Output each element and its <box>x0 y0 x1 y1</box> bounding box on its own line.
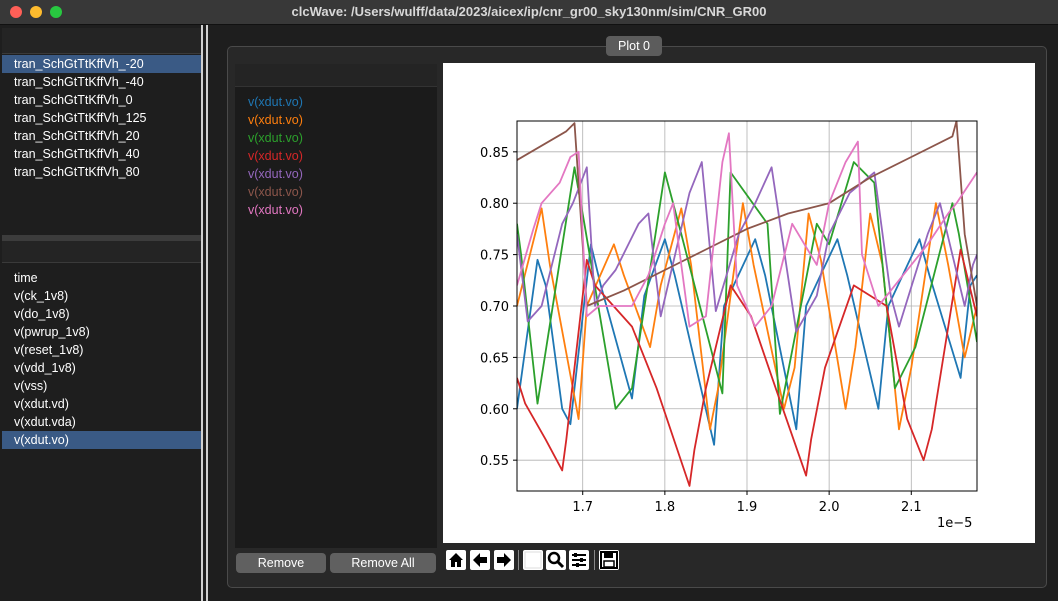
signal-list-header <box>235 64 437 87</box>
simulation-item[interactable]: tran_SchGtTtKffVh_20 <box>14 129 140 143</box>
pan-icon[interactable] <box>523 550 543 570</box>
y-tick-label: 0.55 <box>480 454 509 469</box>
simulation-item[interactable]: tran_SchGtTtKffVh_125 <box>14 111 147 125</box>
x-tick-label: 2.1 <box>901 500 922 515</box>
series-layer <box>517 121 977 487</box>
waveform-item[interactable]: v(pwrup_1v8) <box>14 325 90 339</box>
y-tick-label: 0.80 <box>480 197 509 212</box>
signal-item[interactable]: v(xdut.vo) <box>248 113 303 127</box>
waveform-item[interactable]: v(ck_1v8) <box>14 289 69 303</box>
y-tick-label: 0.85 <box>480 146 509 161</box>
signal-item[interactable]: v(xdut.vo) <box>248 203 303 217</box>
signal-item[interactable]: v(xdut.vo) <box>248 95 303 109</box>
home-icon[interactable] <box>446 550 466 570</box>
simulation-item[interactable]: tran_SchGtTtKffVh_40 <box>14 147 140 161</box>
x-tick-label: 1.9 <box>737 500 758 515</box>
series-line <box>517 248 977 487</box>
zoom-icon[interactable] <box>546 550 566 570</box>
y-tick-label: 0.70 <box>480 300 509 315</box>
window-title: clcWave: /Users/wulff/data/2023/aicex/ip… <box>291 4 767 19</box>
signal-item[interactable]: v(xdut.vo) <box>248 167 303 181</box>
series-line <box>517 161 977 333</box>
x-tick-label: 2.0 <box>819 500 840 515</box>
simulation-item[interactable]: tran_SchGtTtKffVh_-40 <box>14 75 144 89</box>
close-window-button[interactable] <box>10 6 22 18</box>
x-scale-label: 1e−5 <box>937 516 972 531</box>
y-tick-label: 0.65 <box>480 351 509 366</box>
minimize-window-button[interactable] <box>30 6 42 18</box>
signal-item[interactable]: v(xdut.vo) <box>248 149 303 163</box>
waveform-chart[interactable]: 1.7 1.8 1.9 2.0 2.1 0.55 0.60 0.65 0.70 0.75 0.80 0… <box>443 63 1035 543</box>
simulation-item[interactable]: tran_SchGtTtKffVh_-20 <box>2 55 201 73</box>
axis-ticks: 1.7 1.8 1.9 2.0 2.1 0.55 0.60 0.65 0.70 0.75 0.80 0… <box>480 146 922 515</box>
tab-plot-0[interactable]: Plot 0 <box>606 36 662 56</box>
vertical-divider[interactable] <box>201 25 203 601</box>
y-tick-label: 0.75 <box>480 249 509 264</box>
plot-canvas[interactable]: 1.7 1.8 1.9 2.0 2.1 0.55 0.60 0.65 0.70 0.75 0.80 0… <box>443 63 1035 543</box>
x-tick-label: 1.8 <box>655 500 676 515</box>
waveform-item[interactable]: v(vss) <box>14 379 48 393</box>
waveform-item[interactable]: v(reset_1v8) <box>14 343 84 357</box>
toolbar-separator <box>518 550 519 570</box>
simulation-list-header <box>2 28 201 54</box>
y-tick-label: 0.60 <box>480 403 509 418</box>
remove-button[interactable]: Remove <box>236 553 326 573</box>
window-titlebar: clcWave: /Users/wulff/data/2023/aicex/ip… <box>0 0 1058 25</box>
maximize-window-button[interactable] <box>50 6 62 18</box>
vertical-divider[interactable] <box>206 25 208 601</box>
waveform-item[interactable]: v(do_1v8) <box>14 307 70 321</box>
waveform-item[interactable]: v(xdut.vo) <box>2 431 201 449</box>
signal-item[interactable]: v(xdut.vo) <box>248 131 303 145</box>
waveform-list-header <box>2 241 201 263</box>
waveform-item[interactable]: v(vdd_1v8) <box>14 361 76 375</box>
forward-arrow-icon[interactable] <box>494 550 514 570</box>
simulation-list[interactable]: tran_SchGtTtKffVh_-20 tran_SchGtTtKffVh_… <box>2 55 201 235</box>
toolbar-separator <box>594 550 595 570</box>
left-panel: tran_SchGtTtKffVh_-20 tran_SchGtTtKffVh_… <box>0 25 201 601</box>
series-line <box>517 121 977 307</box>
plotted-signal-list[interactable]: v(xdut.vo) v(xdut.vo) v(xdut.vo) v(xdut.… <box>235 64 437 548</box>
simulation-item[interactable]: tran_SchGtTtKffVh_0 <box>14 93 133 107</box>
signal-item[interactable]: v(xdut.vo) <box>248 185 303 199</box>
remove-all-button[interactable]: Remove All <box>330 553 436 573</box>
waveform-item[interactable]: v(xdut.vda) <box>14 415 76 429</box>
x-tick-label: 1.7 <box>572 500 593 515</box>
panel-splitter[interactable] <box>2 235 201 241</box>
series-line <box>517 202 977 431</box>
waveform-list[interactable]: time v(ck_1v8) v(do_1v8) v(pwrup_1v8) v(… <box>2 269 201 601</box>
series-line <box>517 132 977 328</box>
simulation-item[interactable]: tran_SchGtTtKffVh_80 <box>14 165 140 179</box>
configure-subplots-icon[interactable] <box>569 550 589 570</box>
back-arrow-icon[interactable] <box>470 550 490 570</box>
save-icon[interactable] <box>599 550 619 570</box>
waveform-item[interactable]: v(xdut.vd) <box>14 397 69 411</box>
waveform-item[interactable]: time <box>14 271 38 285</box>
